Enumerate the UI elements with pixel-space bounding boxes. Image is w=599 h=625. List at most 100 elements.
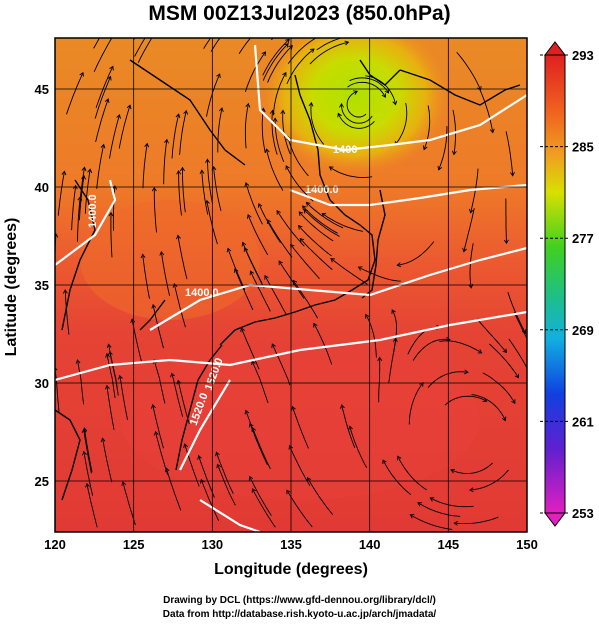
streamline [454,516,499,525]
streamline-arrowhead [216,73,221,79]
streamline-arrowhead [205,158,210,164]
streamline-arrowhead [328,166,334,171]
streamline [93,38,100,49]
streamline [206,73,221,117]
streamline [244,103,249,149]
streamline-arrowhead [159,250,165,256]
y-tick-label: 30 [35,376,49,391]
streamline [134,38,146,57]
streamline [298,211,334,242]
streamline [291,406,309,449]
streamline-arrowhead [118,374,123,380]
y-tick-label: 35 [35,278,49,293]
streamline [307,477,334,515]
streamline-arrowhead [288,444,293,450]
streamline [86,483,98,528]
streamline [417,502,461,517]
streamline [83,429,92,474]
streamline-arrowhead [205,199,210,205]
streamline-arrowhead [154,18,158,22]
streamline-arrowhead [155,2,159,6]
x-axis-ticks: 120 125 130 135 140 145 150 [44,537,538,552]
streamline [137,38,153,63]
streamline-arrowhead [81,166,87,172]
streamline-arrowhead [264,148,270,154]
streamline [153,187,158,233]
streamline [142,254,150,299]
streamline [153,359,166,404]
streamline-arrowhead [104,98,110,103]
streamline [313,323,333,365]
streamline [482,372,516,404]
streamline [84,169,91,214]
streamline-arrowhead [109,65,114,71]
streamline [64,289,70,335]
streamline-arrowhead [175,113,181,119]
streamline-arrowhead [482,397,488,402]
streamline [171,373,184,417]
colorbar-tick-label: 285 [572,140,594,155]
colorbar-tick-label: 261 [572,414,594,429]
streamline [321,213,363,232]
contour-label-1400-0-b: 1400.0 [87,194,99,228]
streamline-arrowhead [469,487,474,493]
streamline [217,107,223,153]
streamline-arrowhead [121,481,127,486]
streamline [397,241,435,266]
streamline-arrowhead [337,112,342,118]
streamline [489,343,519,378]
streamline-arrowhead [244,409,250,415]
streamline [206,159,213,204]
y-axis-ticks: 25 30 35 40 45 [35,82,49,489]
streamline-arrowhead [216,463,221,469]
streamline [290,244,320,279]
streamline-arrowhead [157,24,161,28]
streamline [463,208,475,252]
streamline [163,139,168,185]
streamline-arrowhead [280,109,286,115]
streamline [410,514,453,530]
streamline [122,481,136,526]
streamline [108,344,118,389]
streamline-arrowhead [302,205,307,210]
streamline [152,404,164,449]
streamline-arrowhead [114,10,118,14]
streamline [397,456,427,491]
streamline [173,283,186,328]
streamline [427,371,468,388]
streamline [262,43,289,81]
streamline [267,45,293,83]
streamline-arrowhead [226,247,232,253]
streamline-arrowhead [344,40,350,46]
streamline-arrowhead [112,185,118,190]
streamline [347,81,386,98]
streamline-arrowhead [528,374,532,378]
streamline [210,38,221,52]
streamline [423,105,431,150]
x-tick-label: 145 [437,537,459,552]
streamline-arrowhead [298,224,303,230]
streamline [155,431,169,475]
streamline [165,467,182,511]
streamline-arrowhead [176,234,181,240]
streamline-arrowhead [234,16,238,20]
streamline [227,248,246,291]
streamline-arrowhead [397,455,402,461]
streamline [298,225,332,257]
streamline [292,280,318,319]
streamline [391,309,397,354]
streamline-arrowhead [511,399,516,405]
streamline-arrowhead [264,20,268,24]
streamline-arrowhead [501,416,507,422]
streamline [78,175,85,221]
colorbar-top-arrow [543,41,567,56]
streamline-arrowhead [357,266,363,271]
streamline-arrowhead [227,13,231,17]
streamline [200,479,220,521]
streamline [470,168,479,213]
streamline-arrowhead [330,257,335,263]
streamline [310,102,325,145]
credit-line-data: Data from http://database.rish.kyoto-u.a… [162,609,437,620]
contour-label-1400-0-a: 1400.0 [305,184,339,196]
